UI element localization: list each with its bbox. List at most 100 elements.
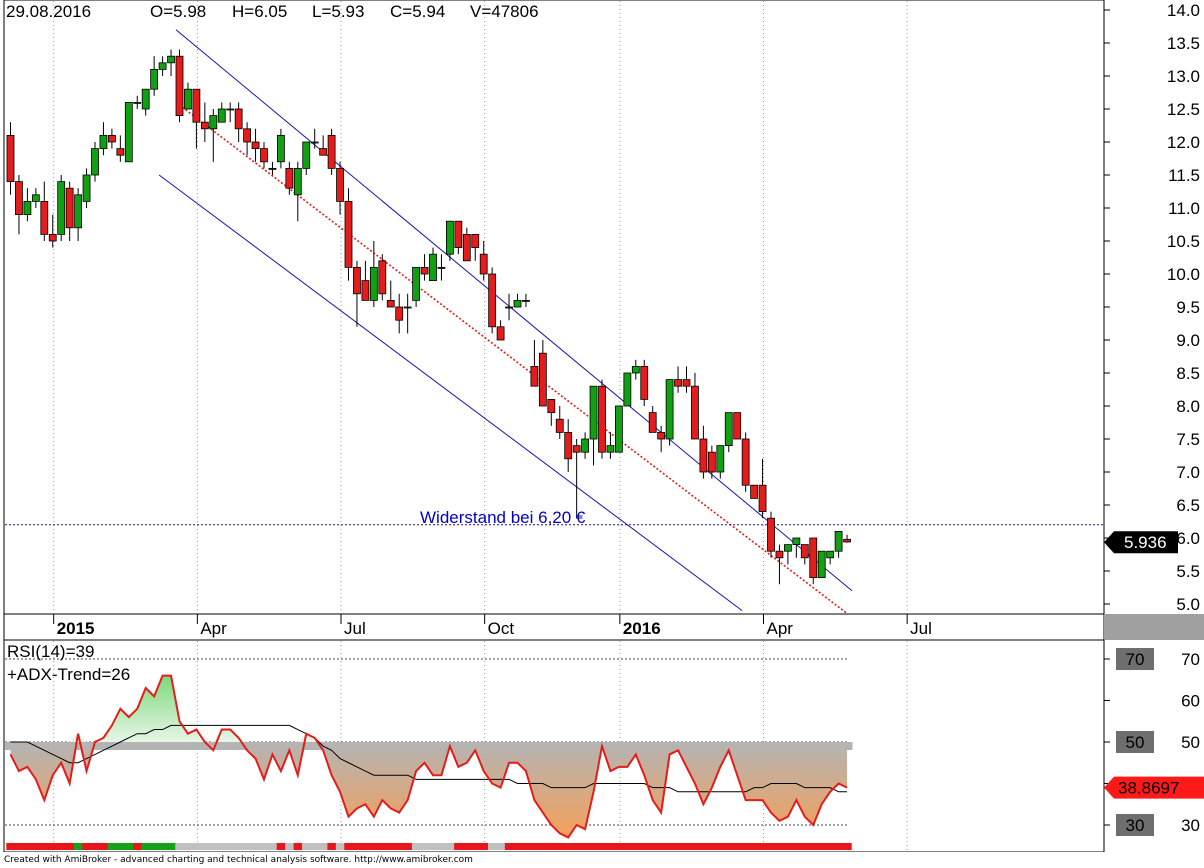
trend-bar-seg-59 bbox=[504, 843, 514, 850]
candle-93 bbox=[792, 537, 801, 558]
candle-46 bbox=[395, 293, 404, 334]
header-high: H=6.05 bbox=[232, 2, 288, 21]
trend-bar-seg-16 bbox=[141, 843, 151, 850]
candle-31 bbox=[268, 161, 277, 175]
candle-19 bbox=[167, 49, 175, 76]
candle-30 bbox=[260, 142, 268, 169]
candle-85 bbox=[724, 412, 733, 453]
level-box-0 bbox=[1116, 814, 1154, 836]
candle-body-56 bbox=[479, 253, 488, 275]
candle-body-61 bbox=[522, 299, 530, 302]
price-tick-label-1: 5.5 bbox=[1176, 562, 1200, 581]
candle-body-84 bbox=[716, 445, 725, 473]
trend-bar-seg-19 bbox=[166, 843, 176, 850]
price-tick-label-13: 11.5 bbox=[1168, 166, 1200, 185]
candle-body-70 bbox=[598, 385, 606, 453]
date-axis-corner bbox=[1104, 614, 1204, 640]
candle-body-18 bbox=[158, 62, 167, 70]
trend-bar-seg-21 bbox=[183, 843, 193, 850]
price-tick-label-2: 6.0 bbox=[1176, 529, 1200, 548]
adx-label: +ADX-Trend=26 bbox=[7, 665, 131, 684]
candle-41 bbox=[353, 260, 361, 327]
candle-body-12 bbox=[108, 134, 116, 143]
candle-body-83 bbox=[707, 451, 716, 473]
candle-90 bbox=[767, 511, 775, 558]
trend-bar-seg-93 bbox=[792, 843, 801, 850]
trend-bar-seg-47 bbox=[403, 843, 413, 850]
candle-body-78 bbox=[665, 379, 674, 440]
candle-body-26 bbox=[226, 108, 235, 111]
date-axis-strip bbox=[3, 613, 1105, 641]
trend-bar-seg-74 bbox=[631, 843, 641, 850]
candle-73 bbox=[623, 372, 632, 407]
candle-body-62 bbox=[530, 365, 539, 387]
candle-body-47 bbox=[403, 306, 412, 309]
trend-bar-seg-20 bbox=[175, 843, 185, 850]
candle-74 bbox=[631, 359, 640, 380]
date-label-1: Apr bbox=[200, 619, 227, 638]
candle-9 bbox=[82, 168, 91, 208]
price-axis: 5.0 5.5 6.0 6.5 7.0 7.5 8.0 8.5 9.0 9.5 10.0 10.5 11… bbox=[1104, 1, 1200, 614]
trend-bar-seg-85 bbox=[724, 843, 734, 850]
trend-bar-seg-87 bbox=[741, 843, 751, 850]
trend-bar-seg-68 bbox=[580, 843, 590, 850]
candle-body-57 bbox=[488, 273, 497, 328]
candle-body-27 bbox=[234, 108, 243, 130]
price-tick-label-0: 5.0 bbox=[1176, 595, 1200, 614]
candle-body-85 bbox=[724, 412, 733, 447]
last-price-marker bbox=[1104, 531, 1178, 554]
candle-body-21 bbox=[184, 88, 192, 110]
header-date: 29.08.2016 bbox=[6, 2, 92, 21]
candle-body-23 bbox=[200, 121, 209, 130]
candle-80 bbox=[682, 366, 691, 393]
trend-bar-seg-38 bbox=[327, 843, 337, 850]
trend-bar-seg-55 bbox=[471, 843, 480, 850]
trend-bar-seg-41 bbox=[352, 843, 362, 850]
indicator-axis: 304050607030507038.8697 bbox=[1104, 648, 1204, 836]
trend-bar-seg-40 bbox=[344, 843, 354, 850]
header-close: C=5.94 bbox=[390, 2, 446, 21]
candle-body-42 bbox=[361, 280, 370, 301]
trend-bar-seg-51 bbox=[437, 843, 447, 850]
last-price-label: 5.936 bbox=[1124, 533, 1167, 552]
trend-bar-seg-97 bbox=[825, 843, 835, 850]
candle-32 bbox=[276, 128, 285, 169]
trend-bar-seg-81 bbox=[690, 843, 700, 850]
candle-body-19 bbox=[167, 55, 175, 64]
candle-37 bbox=[319, 135, 328, 156]
trend-bar-seg-13 bbox=[116, 843, 125, 850]
trend-bar-seg-95 bbox=[809, 843, 818, 850]
trend-bar-seg-35 bbox=[302, 843, 311, 850]
trend-bar-seg-63 bbox=[538, 843, 548, 850]
candle-body-77 bbox=[657, 431, 666, 440]
trend-bar-seg-65 bbox=[555, 843, 565, 850]
trend-bar-seg-92 bbox=[783, 843, 793, 850]
trend-bar-seg-26 bbox=[226, 843, 235, 850]
candle-82 bbox=[699, 425, 708, 479]
candle-body-86 bbox=[733, 412, 742, 440]
trend-bar-seg-11 bbox=[99, 843, 109, 850]
candle-body-35 bbox=[302, 141, 311, 169]
trend-bar-seg-12 bbox=[107, 843, 117, 850]
candle-body-63 bbox=[538, 352, 547, 407]
trend-bar-seg-83 bbox=[707, 843, 717, 850]
candle-body-25 bbox=[217, 108, 226, 123]
candle-body-6 bbox=[57, 181, 66, 235]
trend-bar-seg-98 bbox=[834, 843, 844, 850]
last-rsi-label: 38.8697 bbox=[1118, 779, 1179, 798]
candle-body-39 bbox=[336, 167, 344, 202]
trend-bar-seg-60 bbox=[513, 843, 523, 850]
trend-bar-seg-45 bbox=[386, 843, 396, 850]
trend-bar-seg-54 bbox=[462, 843, 472, 850]
trend-bar-seg-67 bbox=[572, 843, 582, 850]
price-tick-label-9: 9.5 bbox=[1176, 298, 1200, 317]
candle-65 bbox=[555, 406, 564, 439]
candle-54 bbox=[462, 227, 471, 262]
trend-bar-seg-3 bbox=[31, 843, 41, 850]
candle-body-80 bbox=[682, 379, 691, 387]
ind-tick-label-3: 60 bbox=[1181, 692, 1200, 711]
candle-body-72 bbox=[615, 405, 623, 453]
candle-64 bbox=[547, 398, 556, 426]
candle-61 bbox=[522, 293, 530, 307]
